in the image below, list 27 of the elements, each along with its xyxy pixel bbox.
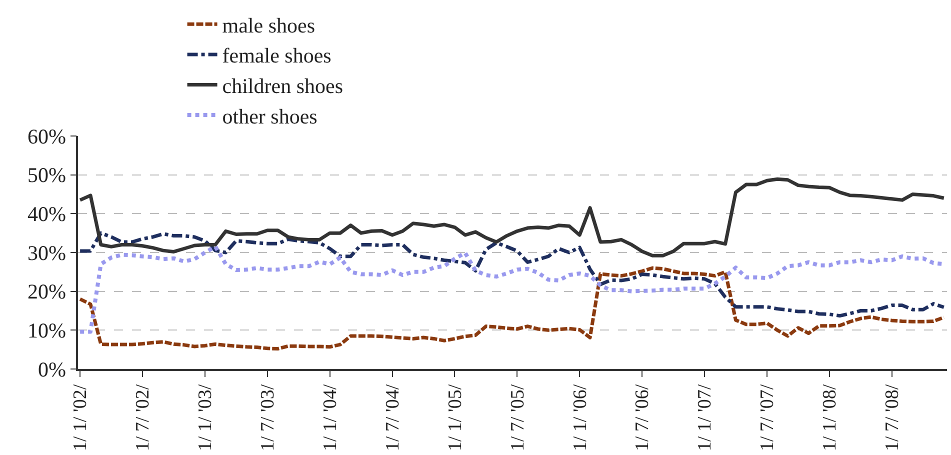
- y-tick-label: 50%: [28, 163, 66, 188]
- line-series: [78, 266, 946, 351]
- y-tick-label: 10%: [28, 318, 66, 343]
- x-tick-label: 1/ 7/ '03/: [258, 384, 279, 452]
- x-tick-label: 1/ 1/ '06/: [570, 384, 591, 452]
- x-tick-label: 1/ 1/ '08/: [820, 384, 841, 452]
- x-tick-label: 1/ 7/ '02/: [132, 384, 154, 452]
- x-tick-label: 1/ 1/ '05/: [444, 384, 466, 452]
- y-tick-label: 60%: [28, 124, 66, 148]
- y-tick-label: 40%: [28, 202, 66, 226]
- x-tick-label: 1/ 7/ '05/: [507, 384, 528, 452]
- x-tick-label: 1/ 7/ '08/: [882, 384, 904, 452]
- legend-label: female shoes: [222, 44, 332, 68]
- x-tick-label: 1/ 7/ '07/: [757, 384, 778, 452]
- y-tick-label: 0%: [38, 357, 66, 382]
- legend-label: children shoes: [222, 74, 344, 98]
- x-tick-label: 1/ 1/ '02/: [70, 384, 92, 452]
- x-tick-label: 1/ 1/ '07/: [694, 384, 716, 452]
- x-tick-label: 1/ 7/ '04/: [382, 384, 404, 452]
- y-tick-label: 20%: [28, 280, 66, 304]
- x-tick-label: 1/ 1/ '03/: [195, 384, 216, 452]
- y-tick-label: 30%: [28, 240, 66, 265]
- line-series: [78, 231, 946, 318]
- legend-label: male shoes: [222, 13, 316, 38]
- x-tick-label: 1/ 7/ '06/: [632, 384, 654, 452]
- legend-label: other shoes: [222, 104, 318, 128]
- x-tick-label: 1/ 1/ '04/: [320, 384, 342, 452]
